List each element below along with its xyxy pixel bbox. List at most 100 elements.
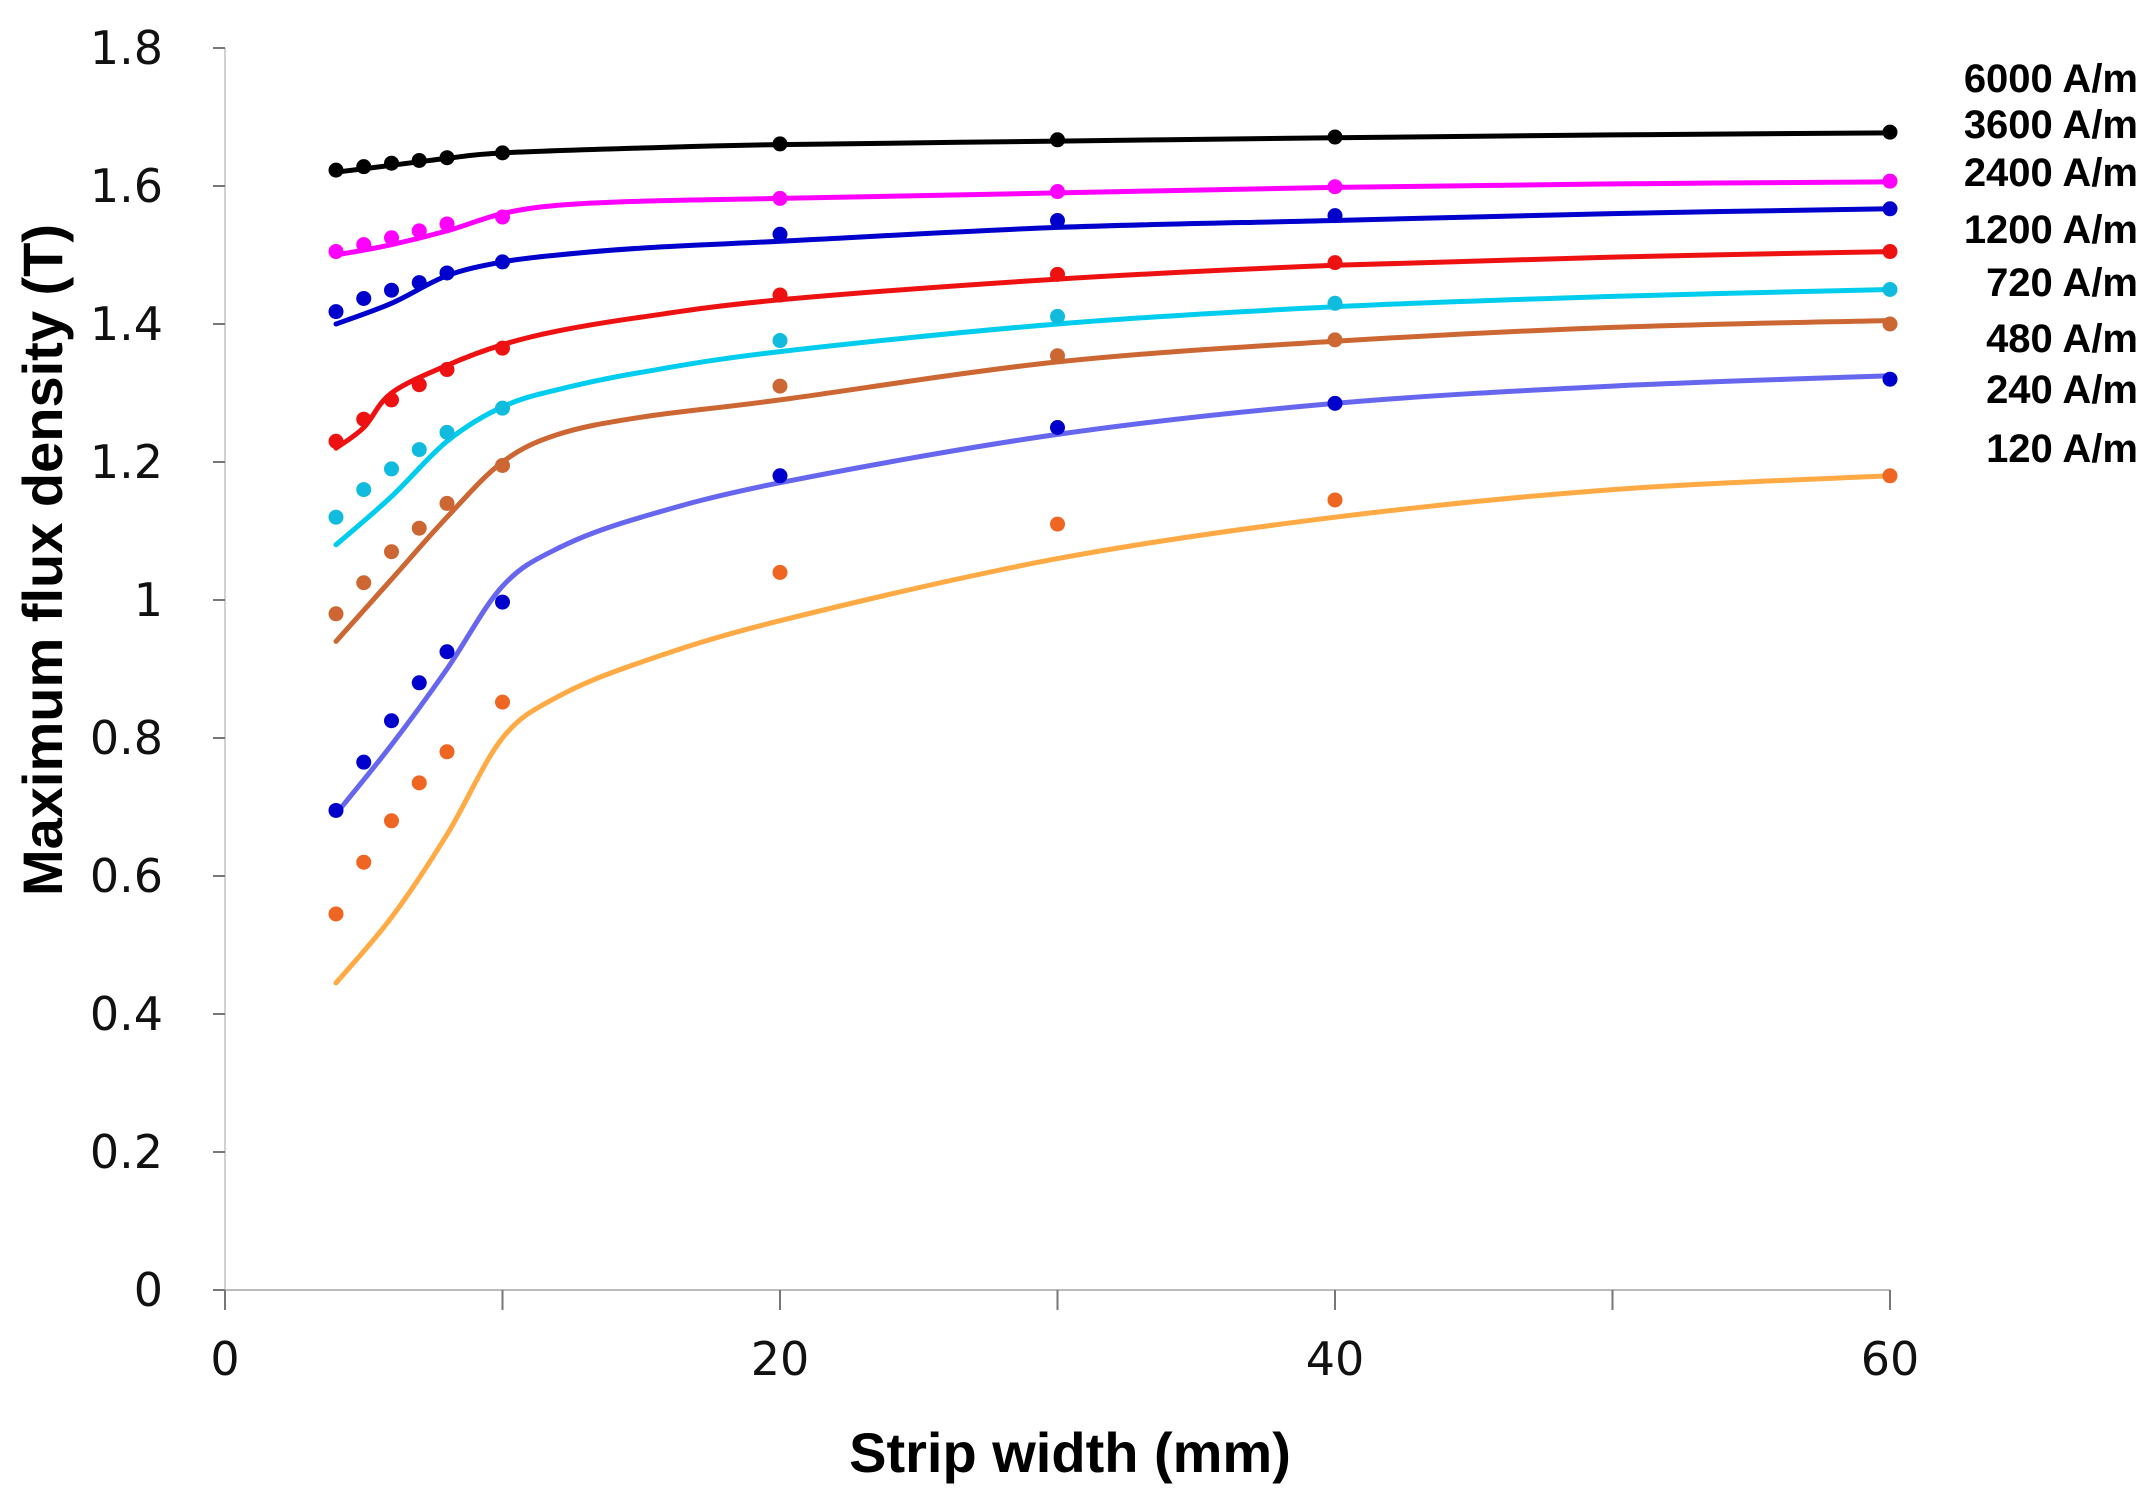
- curve-720-a-m: [333, 287, 1893, 548]
- curve-480-a-m: [333, 318, 1893, 644]
- point-120-a-m: [439, 744, 455, 760]
- point-480-a-m: [439, 495, 455, 511]
- point-240-a-m: [411, 675, 427, 691]
- point-720-a-m: [328, 509, 344, 525]
- point-3600-a-m: [384, 230, 399, 246]
- point-720-a-m: [772, 333, 788, 349]
- curve-2400-a-m: [333, 206, 1893, 327]
- point-6000-a-m: [356, 159, 372, 175]
- point-240-a-m: [772, 468, 788, 484]
- point-2400-a-m: [439, 265, 455, 281]
- point-6000-a-m: [1882, 124, 1898, 140]
- curve-120-a-m: [333, 473, 1893, 986]
- point-240-a-m: [1050, 420, 1065, 435]
- point-1200-a-m: [328, 433, 344, 449]
- point-480-a-m: [384, 544, 399, 560]
- point-120-a-m: [772, 564, 788, 580]
- legend-label-2400-a-m: 2400 A/m: [1964, 151, 2138, 195]
- point-240-a-m: [384, 713, 399, 729]
- point-120-a-m: [384, 813, 399, 829]
- point-240-a-m: [356, 754, 372, 770]
- point-480-a-m: [1050, 348, 1065, 364]
- point-1200-a-m: [772, 287, 788, 303]
- x-tick-label: 20: [751, 1332, 810, 1386]
- point-240-a-m: [1327, 395, 1343, 411]
- point-3600-a-m: [356, 237, 372, 253]
- point-3600-a-m: [328, 244, 344, 260]
- y-tick-label: 0.4: [90, 987, 163, 1041]
- curve-3600-a-m: [333, 179, 1893, 258]
- point-720-a-m: [1882, 282, 1898, 297]
- curve-240-a-m: [333, 373, 1893, 817]
- point-720-a-m: [1050, 308, 1065, 324]
- point-120-a-m: [328, 906, 344, 922]
- x-tick-label: 60: [1861, 1332, 1920, 1386]
- point-6000-a-m: [1327, 129, 1343, 145]
- point-6000-a-m: [439, 150, 455, 166]
- point-720-a-m: [439, 424, 455, 440]
- y-tick-label: 0.6: [90, 849, 163, 903]
- point-2400-a-m: [1327, 208, 1343, 224]
- point-480-a-m: [356, 575, 372, 591]
- point-3600-a-m: [1327, 179, 1343, 195]
- legend-label-3600-a-m: 3600 A/m: [1964, 103, 2138, 147]
- measured-points: [328, 124, 1898, 922]
- fitted-curves: [333, 130, 1893, 986]
- curve-6000-a-m: [333, 130, 1893, 175]
- point-240-a-m: [328, 802, 344, 818]
- legend-label-720-a-m: 720 A/m: [1986, 261, 2138, 305]
- point-2400-a-m: [384, 282, 399, 298]
- point-720-a-m: [495, 400, 510, 416]
- x-axis-title: Strip width (mm): [849, 1421, 1291, 1484]
- y-tick-label: 0.2: [90, 1125, 163, 1179]
- y-tick-label: 1.4: [90, 297, 163, 351]
- point-720-a-m: [411, 442, 427, 458]
- point-120-a-m: [1327, 492, 1343, 508]
- point-120-a-m: [411, 775, 427, 791]
- point-480-a-m: [1882, 316, 1898, 332]
- point-6000-a-m: [495, 145, 510, 161]
- point-1200-a-m: [1050, 266, 1065, 282]
- point-3600-a-m: [1882, 173, 1898, 189]
- point-1200-a-m: [356, 411, 372, 427]
- point-6000-a-m: [328, 162, 344, 178]
- point-480-a-m: [1327, 332, 1343, 348]
- point-3600-a-m: [1050, 184, 1065, 200]
- point-720-a-m: [356, 482, 372, 498]
- point-120-a-m: [1882, 468, 1898, 484]
- legend-label-120-a-m: 120 A/m: [1986, 427, 2138, 471]
- y-tick-label: 1.6: [90, 159, 163, 213]
- point-3600-a-m: [772, 190, 788, 206]
- legend-label-6000-a-m: 6000 A/m: [1964, 57, 2138, 101]
- legend-label-1200-a-m: 1200 A/m: [1964, 208, 2138, 252]
- point-3600-a-m: [439, 216, 455, 232]
- point-240-a-m: [1882, 371, 1898, 387]
- axes: 0 20 40 60 0 0.2 0.4 0.6 0.8 1 1.2 1.4 1.6 1.8: [90, 21, 1919, 1386]
- legend-label-240-a-m: 240 A/m: [1986, 368, 2138, 412]
- point-2400-a-m: [328, 304, 344, 320]
- point-2400-a-m: [495, 254, 510, 270]
- point-3600-a-m: [411, 223, 427, 239]
- point-6000-a-m: [772, 136, 788, 152]
- y-tick-label: 1: [134, 573, 163, 627]
- y-tick-label: 0: [134, 1263, 163, 1317]
- point-1200-a-m: [384, 392, 399, 408]
- x-tick-label: 0: [210, 1332, 239, 1386]
- y-tick-label: 1.8: [90, 21, 163, 75]
- y-tick-label: 1.2: [90, 435, 163, 489]
- point-6000-a-m: [384, 155, 399, 171]
- x-tick-label: 40: [1306, 1332, 1365, 1386]
- point-2400-a-m: [1050, 213, 1065, 228]
- legend-label-480-a-m: 480 A/m: [1986, 317, 2138, 361]
- point-3600-a-m: [495, 209, 510, 225]
- point-2400-a-m: [411, 275, 427, 291]
- point-120-a-m: [1050, 516, 1065, 532]
- point-480-a-m: [411, 520, 427, 536]
- point-480-a-m: [495, 457, 510, 473]
- point-2400-a-m: [1882, 201, 1898, 217]
- point-480-a-m: [328, 606, 344, 622]
- point-6000-a-m: [411, 152, 427, 168]
- point-1200-a-m: [411, 377, 427, 393]
